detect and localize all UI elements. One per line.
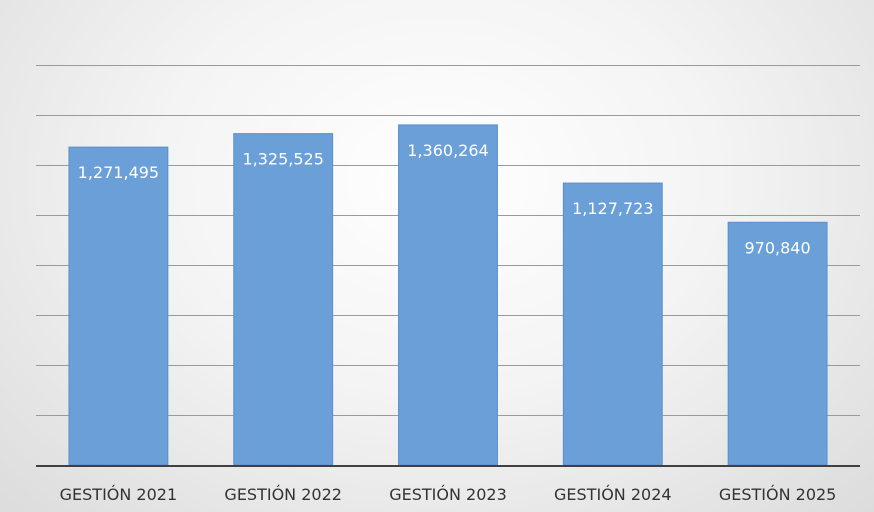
bars xyxy=(68,124,828,466)
data-label: 1,271,495 xyxy=(78,163,159,182)
x-tick-labels: GESTIÓN 2021 GESTIÓN 2022 GESTIÓN 2023 GEST… xyxy=(60,485,837,504)
bar xyxy=(68,146,169,466)
data-label: 1,360,264 xyxy=(407,141,488,160)
bar xyxy=(562,182,663,466)
x-tick-label: GESTIÓN 2022 xyxy=(224,485,342,504)
bar xyxy=(727,221,828,466)
x-tick-label: GESTIÓN 2024 xyxy=(554,485,672,504)
x-tick-label: GESTIÓN 2023 xyxy=(389,485,507,504)
data-label: 1,127,723 xyxy=(572,199,653,218)
data-label: 970,840 xyxy=(745,238,811,257)
data-labels: 1,271,495 1,325,525 1,360,264 1,127,723 970,… xyxy=(78,141,811,257)
x-tick-label: GESTIÓN 2025 xyxy=(719,485,837,504)
x-tick-label: GESTIÓN 2021 xyxy=(60,485,178,504)
bar xyxy=(233,133,334,466)
bar xyxy=(398,124,498,466)
data-label: 1,325,525 xyxy=(242,150,323,169)
